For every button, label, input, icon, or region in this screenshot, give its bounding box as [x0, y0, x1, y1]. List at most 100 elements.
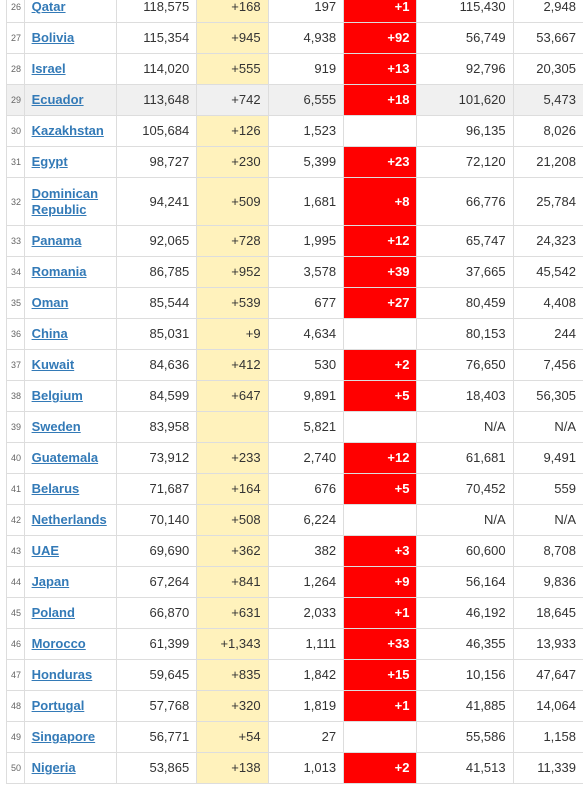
country-link[interactable]: Belarus: [31, 481, 80, 496]
table-row: 40 Guatemala 73,912 +233 2,740 +12 61,681 9,491: [6, 442, 583, 474]
row-number: 32: [6, 177, 25, 226]
new-deaths-cell: +13: [343, 53, 418, 85]
country-link[interactable]: Poland: [31, 605, 75, 620]
active-cases-cell: 559: [512, 473, 583, 505]
active-cases-cell: 4,408: [512, 287, 583, 319]
country-cell: Ecuador: [23, 84, 117, 116]
new-cases-cell: +9: [196, 318, 269, 350]
new-deaths-cell: +1: [343, 597, 418, 629]
country-link[interactable]: Romania: [31, 264, 87, 279]
new-deaths-cell: +12: [343, 442, 418, 474]
country-link[interactable]: Nigeria: [31, 760, 76, 775]
active-cases-cell: 13,933: [512, 628, 583, 660]
total-recovered-cell: 92,796: [416, 53, 514, 85]
active-cases-cell: 9,836: [512, 566, 583, 598]
table-row: 38 Belgium 84,599 +647 9,891 +5 18,403 56,305: [6, 380, 583, 412]
total-deaths-cell: 4,938: [267, 22, 345, 54]
new-deaths-cell: +9: [343, 566, 418, 598]
new-cases-cell: +164: [196, 473, 269, 505]
active-cases-cell: 24,323: [512, 225, 583, 257]
table-body: 26 Qatar 118,575 +168 197 +1 115,430 2,948 27 Bol…: [6, 0, 583, 784]
new-cases-cell: +631: [196, 597, 269, 629]
total-deaths-cell: 676: [267, 473, 345, 505]
country-link[interactable]: Bolivia: [31, 30, 75, 45]
new-deaths-cell: +12: [343, 225, 418, 257]
row-number: 36: [6, 318, 25, 350]
active-cases-cell: 53,667: [512, 22, 583, 54]
country-cell: Romania: [23, 256, 117, 288]
country-cell: Sweden: [23, 411, 117, 443]
table-row: 33 Panama 92,065 +728 1,995 +12 65,747 24,323: [6, 225, 583, 257]
total-cases-cell: 105,684: [115, 115, 198, 147]
active-cases-cell: 56,305: [512, 380, 583, 412]
row-number: 30: [6, 115, 25, 147]
row-number: 33: [6, 225, 25, 257]
total-cases-cell: 114,020: [115, 53, 198, 85]
total-recovered-cell: 46,192: [416, 597, 514, 629]
row-number: 48: [6, 690, 25, 722]
country-cell: Bolivia: [23, 22, 117, 54]
active-cases-cell: 9,491: [512, 442, 583, 474]
active-cases-cell: 21,208: [512, 146, 583, 178]
total-deaths-cell: 6,224: [267, 504, 345, 536]
country-link[interactable]: Oman: [31, 295, 69, 310]
table-row: 50 Nigeria 53,865 +138 1,013 +2 41,513 11,339: [6, 752, 583, 784]
country-link[interactable]: Sweden: [31, 419, 81, 434]
country-link[interactable]: Qatar: [31, 0, 66, 14]
row-number: 49: [6, 721, 25, 753]
country-link[interactable]: Guatemala: [31, 450, 99, 465]
active-cases-cell: 18,645: [512, 597, 583, 629]
country-cell: China: [23, 318, 117, 350]
table-row: 49 Singapore 56,771 +54 27 55,586 1,158: [6, 721, 583, 753]
country-link[interactable]: Morocco: [31, 636, 86, 651]
new-cases-cell: +126: [196, 115, 269, 147]
country-link[interactable]: Japan: [31, 574, 70, 589]
row-number: 41: [6, 473, 25, 505]
total-cases-cell: 115,354: [115, 22, 198, 54]
new-cases-cell: +728: [196, 225, 269, 257]
active-cases-cell: 14,064: [512, 690, 583, 722]
total-deaths-cell: 1,819: [267, 690, 345, 722]
country-link[interactable]: Ecuador: [31, 92, 84, 107]
country-link[interactable]: Netherlands: [31, 512, 107, 527]
total-deaths-cell: 919: [267, 53, 345, 85]
country-link[interactable]: Kuwait: [31, 357, 75, 372]
total-recovered-cell: 80,153: [416, 318, 514, 350]
new-cases-cell: +138: [196, 752, 269, 784]
new-cases-cell: +945: [196, 22, 269, 54]
country-link[interactable]: Singapore: [31, 729, 96, 744]
new-cases-cell: +54: [196, 721, 269, 753]
country-link[interactable]: Honduras: [31, 667, 93, 682]
country-link[interactable]: UAE: [31, 543, 60, 558]
active-cases-cell: N/A: [512, 504, 583, 536]
total-cases-cell: 84,599: [115, 380, 198, 412]
country-link[interactable]: Panama: [31, 233, 82, 248]
country-link[interactable]: Egypt: [31, 154, 68, 169]
total-cases-cell: 67,264: [115, 566, 198, 598]
table-row: 36 China 85,031 +9 4,634 80,153 244: [6, 318, 583, 350]
country-link[interactable]: China: [31, 326, 68, 341]
total-cases-cell: 98,727: [115, 146, 198, 178]
total-cases-cell: 85,031: [115, 318, 198, 350]
row-number: 34: [6, 256, 25, 288]
covid-stats-table: 26 Qatar 118,575 +168 197 +1 115,430 2,948 27 Bol…: [6, 0, 583, 784]
new-cases-cell: +412: [196, 349, 269, 381]
total-cases-cell: 113,648: [115, 84, 198, 116]
active-cases-cell: 11,339: [512, 752, 583, 784]
active-cases-cell: 5,473: [512, 84, 583, 116]
new-deaths-cell: +18: [343, 84, 418, 116]
country-cell: Dominican Republic: [23, 177, 117, 226]
total-recovered-cell: 101,620: [416, 84, 514, 116]
new-deaths-cell: [343, 318, 418, 350]
country-link[interactable]: Dominican Republic: [31, 185, 99, 217]
table-row: 46 Morocco 61,399 +1,343 1,111 +33 46,355 13,93…: [6, 628, 583, 660]
total-recovered-cell: 65,747: [416, 225, 514, 257]
total-deaths-cell: 27: [267, 721, 345, 753]
country-link[interactable]: Belgium: [31, 388, 83, 403]
total-cases-cell: 86,785: [115, 256, 198, 288]
country-link[interactable]: Kazakhstan: [31, 123, 104, 138]
country-link[interactable]: Portugal: [31, 698, 85, 713]
country-link[interactable]: Israel: [31, 61, 66, 76]
total-recovered-cell: 41,513: [416, 752, 514, 784]
country-cell: Kazakhstan: [23, 115, 117, 147]
